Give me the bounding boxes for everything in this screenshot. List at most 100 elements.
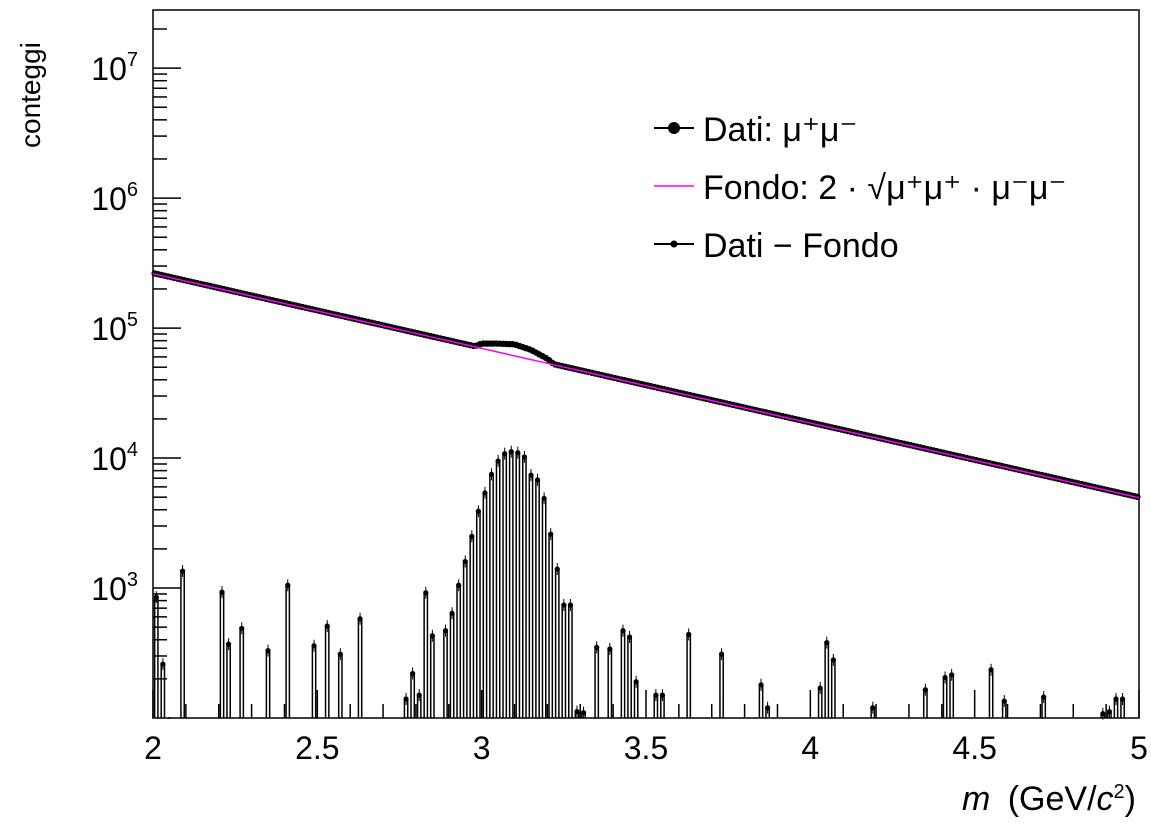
legend-label-difference: Dati − Fondo [703,227,899,265]
difference-point [456,582,462,588]
difference-point [469,533,475,539]
x-axis-label-c: c [1097,780,1114,818]
difference-point [824,640,830,646]
difference-point [633,679,639,685]
x-tick-label: 4.5 [952,730,996,766]
difference-point [561,602,567,608]
difference-point [160,661,166,667]
x-axis-label-sup: 2 [1114,781,1125,803]
difference-point [219,589,225,595]
difference-point [607,646,613,652]
difference-point [1041,694,1047,700]
difference-point [475,508,481,514]
difference-point [988,667,994,673]
x-axis-label-close: ) [1125,780,1136,818]
difference-point [830,657,836,663]
difference-point [357,616,363,622]
difference-point [594,644,600,650]
difference-point [179,568,186,574]
difference-point [502,451,508,457]
legend-label-data: Dati: μ⁺μ⁻ [703,111,857,149]
difference-point [528,472,534,478]
difference-point [554,566,560,572]
plot-frame [152,9,1140,719]
x-axis-ticks: 2 2.5 3 3.5 4 4.5 5 [144,690,1148,766]
legend-entry-difference: Dati − Fondo [654,227,899,265]
difference-point [239,625,245,631]
legend-entry-background: Fondo: 2 · √μ⁺μ⁺ · μ⁻μ⁻ [654,169,1066,207]
difference-point [534,477,541,483]
difference-histogram-line [153,450,1125,719]
data-layer [151,270,1141,720]
y-tick-label: 105 [91,309,138,347]
difference-point [508,449,514,455]
difference-point [626,634,633,640]
difference-point [758,682,764,688]
difference-point [515,450,521,456]
difference-point [482,490,488,496]
difference-point [416,692,422,698]
difference-point [659,692,666,698]
x-tick-label: 2.5 [295,730,339,766]
difference-point [153,594,159,600]
difference-point [423,590,429,596]
legend-label-background: Fondo: 2 · √μ⁺μ⁺ · μ⁻μ⁻ [703,169,1066,207]
difference-point [620,628,626,634]
difference-point [1119,696,1126,702]
difference-point [765,705,771,711]
x-tick-label: 5 [1130,730,1148,766]
difference-point [1106,709,1113,715]
difference-point [817,685,823,691]
x-tick-label: 4 [801,730,819,766]
difference-point [580,710,587,716]
y-axis-label: conteggi [15,42,46,148]
difference-point [324,623,330,629]
plot-area [152,9,1140,719]
difference-point [567,602,574,608]
x-axis-label-unit: (GeV/ [1008,780,1097,818]
difference-point [403,696,409,702]
difference-point [225,641,232,647]
difference-point [337,651,343,657]
y-tick-label: 104 [91,439,138,477]
legend-marker-data-dot [668,122,680,134]
difference-point [410,670,416,677]
difference-point [653,692,659,698]
difference-point [574,709,580,715]
x-axis-label-m: m [962,780,990,818]
legend-marker-difference-dot [670,240,678,248]
legend: Dati: μ⁺μ⁻ Fondo: 2 · √μ⁺μ⁺ · μ⁻μ⁻ Dati … [654,111,1066,265]
difference-point [942,674,948,681]
y-tick-label: 103 [91,569,138,607]
difference-point [442,628,449,634]
difference-point [870,705,876,711]
difference-point [429,633,435,639]
difference-point [521,454,527,460]
difference-point [311,643,317,649]
difference-point [265,648,271,654]
difference-point [1001,698,1007,704]
x-tick-label: 2 [144,730,162,766]
difference-point [686,631,692,637]
y-axis-ticks: 103 104 105 106 107 [91,28,181,680]
background-series-line [152,272,1140,499]
y-tick-label: 107 [91,49,138,87]
difference-point [462,558,468,565]
y-tick-label: 106 [91,179,138,217]
x-axis-label: m (GeV/c2) [962,780,1136,818]
difference-point [922,687,928,693]
legend-entry-data: Dati: μ⁺μ⁻ [654,111,857,149]
x-tick-label: 3.5 [624,730,668,766]
difference-point [1113,696,1119,702]
difference-point [541,495,547,501]
difference-point [495,458,501,464]
x-tick-label: 3 [473,730,491,766]
difference-point [718,651,725,657]
difference-point [449,610,455,616]
difference-point [488,471,495,477]
difference-point [1100,711,1106,717]
difference-point [285,582,291,588]
difference-point [548,531,554,537]
difference-point [949,672,955,678]
